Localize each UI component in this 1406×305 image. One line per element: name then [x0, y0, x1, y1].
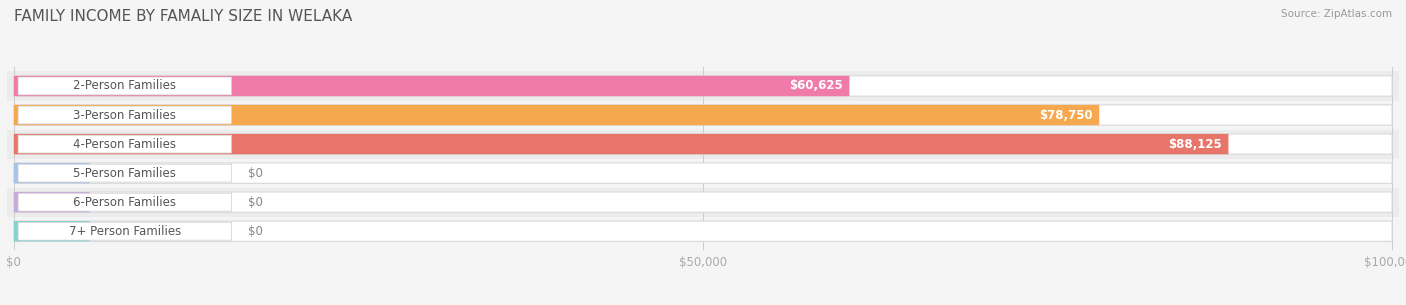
- FancyBboxPatch shape: [14, 76, 1392, 96]
- FancyBboxPatch shape: [14, 105, 1099, 125]
- FancyBboxPatch shape: [14, 163, 90, 183]
- FancyBboxPatch shape: [14, 105, 1392, 125]
- Text: 6-Person Families: 6-Person Families: [73, 196, 176, 209]
- FancyBboxPatch shape: [18, 222, 232, 240]
- Bar: [0, 130, 1406, 159]
- Text: $88,125: $88,125: [1168, 138, 1222, 151]
- FancyBboxPatch shape: [14, 134, 1229, 154]
- Text: Source: ZipAtlas.com: Source: ZipAtlas.com: [1281, 9, 1392, 19]
- Text: 5-Person Families: 5-Person Families: [73, 167, 176, 180]
- FancyBboxPatch shape: [14, 221, 1392, 241]
- FancyBboxPatch shape: [14, 192, 90, 212]
- Text: 2-Person Families: 2-Person Families: [73, 80, 176, 92]
- Bar: [0, 71, 1406, 101]
- FancyBboxPatch shape: [18, 77, 232, 95]
- Text: 3-Person Families: 3-Person Families: [73, 109, 176, 121]
- Text: $60,625: $60,625: [789, 80, 842, 92]
- FancyBboxPatch shape: [14, 163, 1392, 183]
- FancyBboxPatch shape: [18, 164, 232, 182]
- Bar: [0, 159, 1406, 188]
- Bar: [0, 101, 1406, 130]
- Bar: [0, 217, 1406, 246]
- Text: 4-Person Families: 4-Person Families: [73, 138, 176, 151]
- FancyBboxPatch shape: [14, 76, 849, 96]
- Text: FAMILY INCOME BY FAMALIY SIZE IN WELAKA: FAMILY INCOME BY FAMALIY SIZE IN WELAKA: [14, 9, 353, 24]
- Text: $78,750: $78,750: [1039, 109, 1092, 121]
- FancyBboxPatch shape: [14, 134, 1392, 154]
- Text: $0: $0: [249, 225, 263, 238]
- Text: $0: $0: [249, 167, 263, 180]
- FancyBboxPatch shape: [14, 192, 1392, 212]
- Text: 7+ Person Families: 7+ Person Families: [69, 225, 181, 238]
- FancyBboxPatch shape: [18, 106, 232, 124]
- FancyBboxPatch shape: [18, 135, 232, 153]
- FancyBboxPatch shape: [14, 221, 90, 241]
- Bar: [0, 188, 1406, 217]
- Text: $0: $0: [249, 196, 263, 209]
- FancyBboxPatch shape: [18, 193, 232, 211]
